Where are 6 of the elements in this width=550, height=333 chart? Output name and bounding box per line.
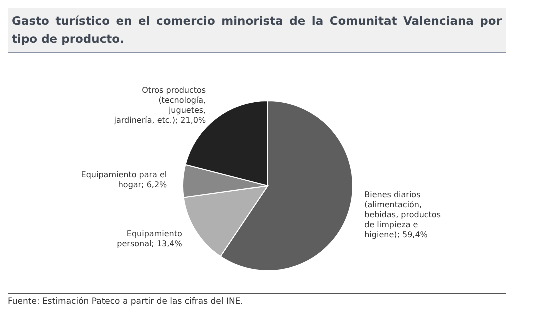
slice-label: Otros productos (tecnología, juguetes, jardinería, etc.); 21,0% xyxy=(113,86,206,126)
slice-label: Equipamiento para el hogar; 6,2% xyxy=(81,170,168,190)
slice-label: Equipamiento personal; 13,4% xyxy=(117,230,183,249)
chart-title: Gasto turístico en el comercio minorista de la Comunitat Valenciana por tipo de producto. xyxy=(8,8,506,53)
source-note: Fuente: Estimación Pateco a partir de las cifras del INE. xyxy=(8,293,506,307)
slice-label: Bienes diarios (alimentación, bebidas, productos de limpieza e higiene); 59,4% xyxy=(364,190,442,240)
